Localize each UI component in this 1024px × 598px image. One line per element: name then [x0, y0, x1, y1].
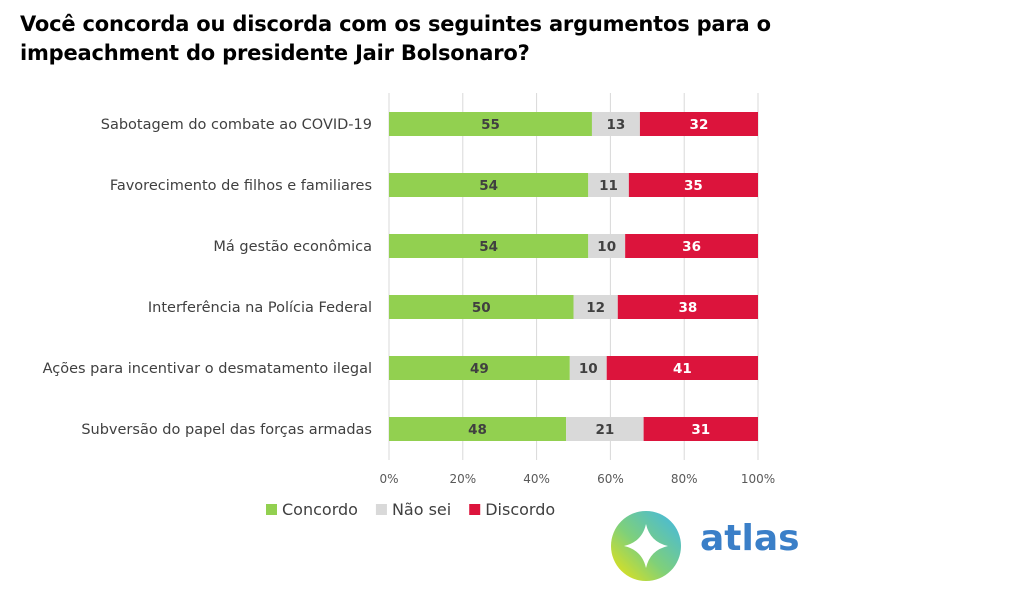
- legend-label: Concordo: [282, 500, 358, 519]
- x-tick-label: 0%: [379, 472, 398, 486]
- chart-title: Você concorda ou discorda com os seguint…: [20, 12, 771, 65]
- data-label: 41: [673, 361, 692, 377]
- data-label: 32: [690, 117, 709, 133]
- data-label: 50: [472, 300, 491, 316]
- bar-segment: [566, 417, 644, 441]
- bar-segment: [389, 173, 589, 197]
- x-axis-ticks: 0% 20% 40% 60% 80% 100%: [379, 472, 775, 486]
- data-label: 48: [468, 422, 487, 438]
- legend-label: Discordo: [485, 500, 555, 519]
- data-label: 31: [691, 422, 710, 438]
- x-tick-label: 40%: [523, 472, 550, 486]
- bar-segment: [591, 112, 640, 136]
- data-label: 38: [678, 300, 697, 316]
- bar-segment: [389, 295, 574, 319]
- bar-segment: [588, 173, 629, 197]
- x-tick-label: 20%: [449, 472, 476, 486]
- category-label: Sabotagem do combate ao COVID-19: [101, 117, 372, 133]
- bar-segment: [389, 356, 570, 380]
- x-tick-label: 100%: [741, 472, 775, 486]
- category-label: Subversão do papel das forças armadas: [81, 422, 372, 438]
- category-label: Má gestão econômica: [213, 239, 372, 255]
- data-label: 21: [595, 422, 614, 438]
- bar-segment: [617, 295, 758, 319]
- legend-swatch: [266, 504, 277, 515]
- gridlines: [388, 93, 759, 460]
- bar-segment: [643, 417, 758, 441]
- category-label: Favorecimento de filhos e familiares: [110, 178, 372, 194]
- bar-segment: [389, 112, 592, 136]
- data-label: 54: [479, 239, 498, 255]
- bar-segment: [628, 173, 758, 197]
- data-label: 49: [470, 361, 489, 377]
- legend-swatch: [375, 504, 387, 515]
- data-label: 10: [597, 239, 616, 255]
- bar-segment: [625, 234, 758, 258]
- data-label: 35: [684, 178, 703, 194]
- x-tick-label: 80%: [671, 472, 698, 486]
- data-label: 55: [481, 117, 500, 133]
- data-label: 54: [479, 178, 498, 194]
- data-label: 10: [579, 361, 598, 377]
- data-label: 13: [607, 117, 626, 133]
- atlas-logo-text: atlas: [700, 518, 800, 559]
- legend-swatch: [469, 504, 481, 515]
- x-tick-label: 60%: [597, 472, 624, 486]
- atlas-logo-icon: [611, 511, 681, 581]
- category-labels: Sabotagem do combate ao COVID-19 Favoreci…: [43, 117, 372, 438]
- bar-segment: [569, 356, 607, 380]
- bar-segment: [588, 234, 626, 258]
- bar-segment: [389, 234, 589, 258]
- bar-segment: [639, 112, 758, 136]
- legend: Concordo Não sei Discordo: [266, 500, 555, 519]
- bar-segment: [606, 356, 758, 380]
- data-label: 11: [599, 178, 618, 194]
- legend-label: Não sei: [392, 500, 451, 519]
- bar-segment: [389, 417, 567, 441]
- data-label: 36: [682, 239, 701, 255]
- bar-segment: [573, 295, 618, 319]
- category-label: Ações para incentivar o desmatamento ile…: [43, 361, 372, 377]
- data-label: 12: [586, 300, 605, 316]
- category-label: Interferência na Polícia Federal: [148, 300, 372, 316]
- bars: 55 13 32 54 11 35 54 10 36 50 12 38 49 10 41 48 21 31: [389, 112, 758, 441]
